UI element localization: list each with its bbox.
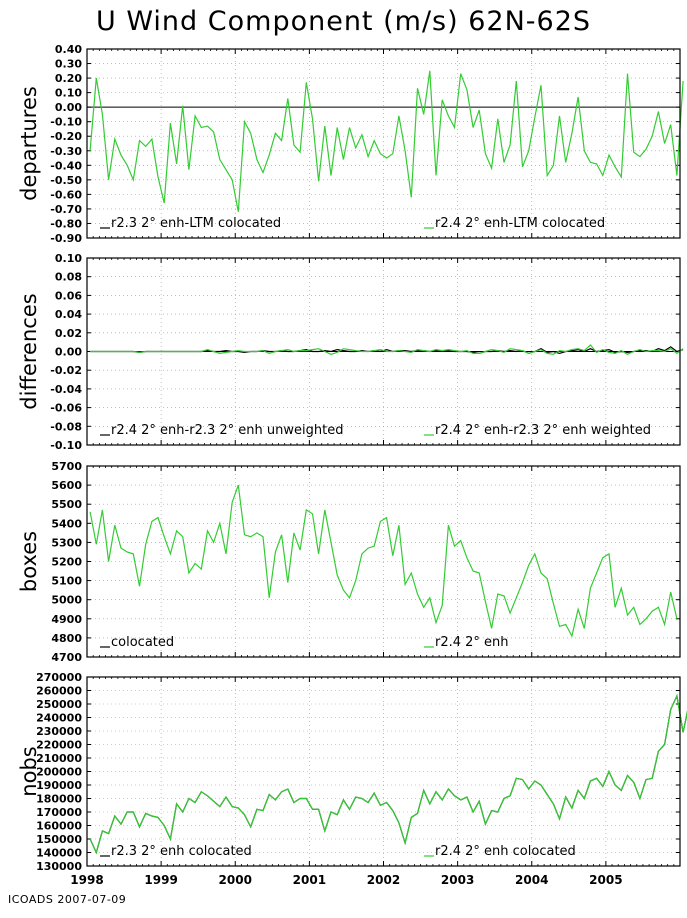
panel-differences: 0.10 0.08 0.06 0.04 0.02 0.00 -0.02 -0.04 -0.06 -… xyxy=(17,252,684,452)
y-tick-label: -0.90 xyxy=(50,232,82,245)
legend-label: r2.4 2° enh-r2.3 2° enh weighted xyxy=(435,423,651,438)
y-tick-label: 4900 xyxy=(51,613,82,626)
y-tick-label: 0.00 xyxy=(55,346,82,359)
y-tick-label: 5300 xyxy=(51,536,82,549)
x-tick-label: 1998 xyxy=(70,873,103,887)
y-tick-label: 0.20 xyxy=(55,72,82,85)
y-axis-label: nobs xyxy=(17,746,41,796)
y-tick-label: -0.70 xyxy=(50,203,82,216)
y-tick-label: -0.06 xyxy=(50,402,82,415)
y-tick-label: -0.20 xyxy=(50,130,82,143)
y-tick-label: -0.30 xyxy=(50,145,82,158)
legend-label: r2.4 2° enh-LTM colocated xyxy=(435,216,605,231)
y-tick-label: 0.06 xyxy=(55,289,82,302)
y-tick-label: 0.00 xyxy=(55,101,82,114)
legend-label: r2.4 2° enh xyxy=(435,635,509,650)
y-tick-label: 240000 xyxy=(36,712,82,725)
y-tick-label: 5000 xyxy=(51,594,82,607)
y-tick-label: 160000 xyxy=(36,820,82,833)
y-tick-label: 150000 xyxy=(36,833,82,846)
y-tick-label: 5700 xyxy=(51,460,82,473)
panel-boxes: 5700 5600 5500 5400 5300 5200 5100 5000 4900 4800… xyxy=(17,460,681,664)
y-tick-label: 0.02 xyxy=(55,327,82,340)
x-tick-label: 2004 xyxy=(515,873,548,887)
x-tick-label: 2001 xyxy=(293,873,326,887)
y-tick-label: 5200 xyxy=(51,556,82,569)
chart-title: U Wind Component (m/s) 62N-62S xyxy=(95,6,592,37)
series-line-2 xyxy=(89,693,687,855)
y-tick-label: -0.10 xyxy=(50,439,82,452)
y-tick-label: -0.04 xyxy=(50,383,82,396)
y-tick-label: 0.30 xyxy=(55,58,82,71)
y-tick-label: -0.40 xyxy=(50,159,82,172)
y-tick-label: 180000 xyxy=(36,793,82,806)
x-tick-label: 2005 xyxy=(589,873,622,887)
footer-date-stamp: ICOADS 2007-07-09 xyxy=(8,893,127,906)
y-tick-label: 200000 xyxy=(36,766,82,779)
plot-frame xyxy=(86,48,681,239)
y-tick-label: 4800 xyxy=(51,632,82,645)
legend-label: r2.4 2° enh-r2.3 2° enh unweighted xyxy=(111,423,343,438)
y-axis-label: differences xyxy=(17,293,41,409)
y-tick-label: -0.10 xyxy=(50,116,82,129)
legend-label: r2.3 2° enh-LTM colocated xyxy=(111,216,281,231)
y-tick-label: 170000 xyxy=(36,806,82,819)
x-tick-label: 2003 xyxy=(441,873,474,887)
y-tick-label: 260000 xyxy=(36,685,82,698)
y-tick-label: 220000 xyxy=(36,739,82,752)
y-tick-label: 0.08 xyxy=(55,271,82,284)
y-tick-label: -0.80 xyxy=(50,217,82,230)
y-tick-label: 0.10 xyxy=(55,252,82,265)
x-tick-label: 2000 xyxy=(219,873,252,887)
legend-label: colocated xyxy=(111,635,174,650)
y-tick-label: 130000 xyxy=(36,860,82,873)
y-tick-label: 4700 xyxy=(51,651,82,664)
x-tick-label: 1999 xyxy=(144,873,177,887)
y-tick-label: 250000 xyxy=(36,698,82,711)
y-tick-label: 5500 xyxy=(51,498,82,511)
plot-frame xyxy=(86,257,681,446)
y-tick-label: -0.50 xyxy=(50,174,82,187)
x-tick-label: 2002 xyxy=(367,873,400,887)
y-axis-label: departures xyxy=(17,86,41,201)
plot-frame xyxy=(86,465,681,658)
y-tick-label: -0.60 xyxy=(50,188,82,201)
y-tick-label: 5100 xyxy=(51,575,82,588)
y-tick-label: 270000 xyxy=(36,671,82,684)
y-tick-label: 0.10 xyxy=(55,87,82,100)
series-line-2 xyxy=(89,484,678,638)
series-line-2 xyxy=(89,70,684,212)
panel-departures: 0.40 0.300.20 0.100.00 -0.10-0.20 -0.30-0.40… xyxy=(17,43,684,245)
y-axis-label: boxes xyxy=(17,531,41,592)
y-tick-label: 210000 xyxy=(36,752,82,765)
series-line-2 xyxy=(90,344,684,355)
y-tick-label: 140000 xyxy=(36,847,82,860)
y-tick-label: 190000 xyxy=(36,779,82,792)
y-tick-label: 230000 xyxy=(36,725,82,738)
legend-label: r2.3 2° enh colocated xyxy=(111,844,252,859)
y-tick-label: 0.40 xyxy=(55,43,82,56)
y-tick-label: 0.04 xyxy=(55,308,82,321)
series-line-1 xyxy=(89,693,687,855)
y-tick-label: 5600 xyxy=(51,479,82,492)
plot-frame xyxy=(86,676,681,867)
y-tick-label: -0.08 xyxy=(50,420,82,433)
legend-label: r2.4 2° enh colocated xyxy=(435,844,576,859)
y-tick-label: -0.02 xyxy=(50,364,82,377)
panel-nobs: 2700002600002500002400002300002200002100… xyxy=(17,671,687,873)
y-tick-label: 5400 xyxy=(51,517,82,530)
